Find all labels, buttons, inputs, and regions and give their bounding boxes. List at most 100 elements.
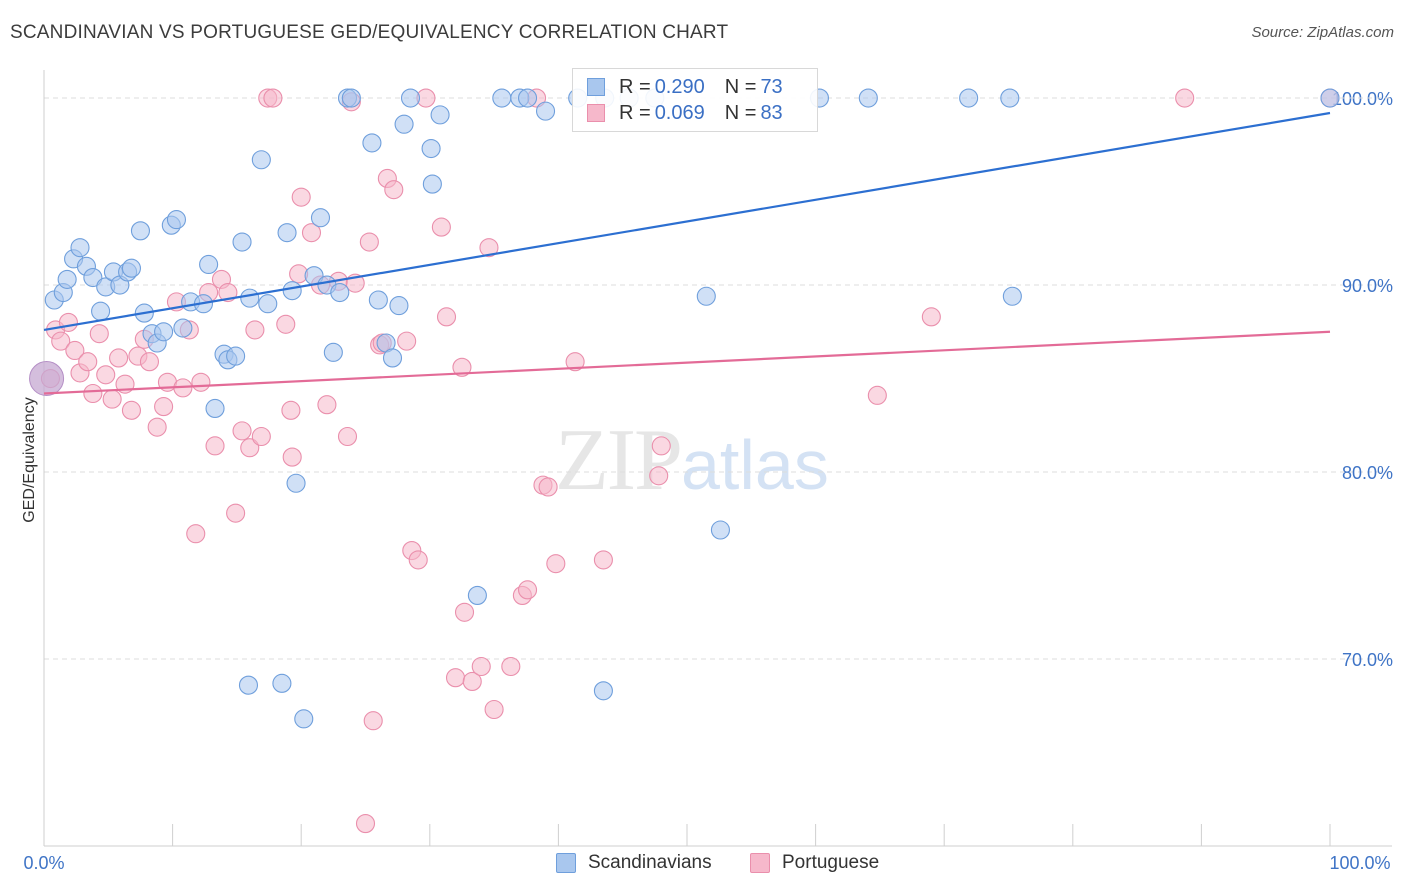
scandinavian-point: [240, 288, 260, 308]
scandinavian-point: [199, 254, 219, 275]
portuguese-point: [384, 180, 404, 200]
portuguese-point: [454, 602, 475, 622]
watermark-atlas: atlas: [681, 426, 829, 504]
scandinavian-point: [696, 286, 716, 306]
legend-row-scandinavians: R = 0.290 N = 73: [587, 75, 783, 99]
legend-item-portuguese: Portuguese: [750, 852, 879, 874]
legend-label-portuguese: Portuguese: [782, 852, 880, 873]
scandinavian-point: [238, 675, 259, 695]
cluster-point: [29, 361, 65, 397]
portuguese-point: [89, 324, 109, 344]
legend-n-label: N =: [724, 75, 757, 98]
portuguese-point: [147, 417, 167, 437]
portuguese-point: [538, 477, 558, 497]
scandinavian-point: [272, 673, 292, 693]
portuguese-point: [186, 524, 206, 544]
scandinavian-point: [368, 290, 388, 310]
y-tick-label: 80.0%: [1342, 463, 1393, 483]
scandinavian-point: [282, 281, 302, 301]
portuguese-point: [546, 554, 566, 574]
scandinavian-point: [277, 223, 297, 243]
y-axis-label: GED/Equivalency: [21, 397, 38, 522]
scandinavian-point: [1000, 88, 1020, 108]
portuguese-point: [291, 187, 311, 207]
portuguese-point: [867, 385, 887, 405]
portuguese-point: [363, 711, 383, 731]
watermark-zip: ZIP: [555, 412, 683, 509]
scandinavian-point: [400, 88, 421, 108]
portuguese-point: [479, 238, 499, 258]
portuguese-point: [517, 580, 538, 600]
scandinavian-point: [1002, 286, 1022, 306]
portuguese-point: [218, 282, 238, 303]
scandinavian-point: [232, 232, 252, 252]
scandinavian-point: [362, 133, 382, 153]
chart-title: SCANDINAVIAN VS PORTUGUESE GED/EQUIVALEN…: [10, 22, 729, 43]
legend-n-label: N =: [724, 101, 757, 124]
scandinavian-point: [121, 258, 141, 278]
portuguese-point: [102, 389, 122, 409]
portuguese-point: [78, 352, 98, 372]
y-tick-label: 70.0%: [1342, 650, 1393, 670]
correlation-legend: R = 0.290 N = 73 R = 0.069 N = 83: [572, 68, 818, 132]
portuguese-point: [397, 331, 417, 351]
scandinavian-point: [294, 709, 314, 729]
legend-r-value: 0.069: [654, 101, 705, 124]
portuguese-point: [96, 365, 116, 385]
portuguese-point: [565, 352, 585, 372]
x-tick-label: 0.0%: [23, 853, 64, 873]
scandinavian-point: [57, 269, 77, 289]
portuguese-trend-line: [43, 330, 1331, 395]
portuguese-point: [282, 447, 302, 467]
scandinavian-point: [130, 221, 150, 241]
portuguese-point: [484, 699, 504, 720]
scandinavian-point: [341, 88, 361, 108]
portuguese-point: [408, 550, 428, 570]
portuguese-point: [58, 312, 78, 332]
legend-r-value: 0.290: [654, 75, 705, 98]
x-tick-label: 100.0%: [1329, 853, 1390, 873]
portuguese-point: [263, 88, 283, 108]
portuguese-point: [51, 331, 71, 351]
scandinavian-point: [858, 88, 878, 108]
portuguese-point: [649, 466, 669, 486]
scandinavian-point: [226, 346, 246, 366]
legend-row-portuguese: R = 0.069 N = 83: [587, 101, 783, 125]
portuguese-point: [109, 348, 129, 368]
y-tick-label: 100.0%: [1332, 89, 1393, 109]
portuguese-point: [251, 426, 271, 447]
series-legend: Scandinavians Portuguese: [0, 852, 1406, 878]
portuguese-point: [337, 426, 358, 447]
portuguese-point: [436, 307, 457, 327]
scandinavian-point: [70, 238, 90, 258]
portuguese-point: [139, 352, 160, 372]
portuguese-point: [445, 668, 466, 688]
portuguese-point: [232, 421, 252, 441]
portuguese-point: [301, 223, 322, 243]
scandinavian-point: [421, 138, 441, 159]
portuguese-point: [191, 372, 211, 392]
portuguese-point: [1175, 88, 1195, 108]
portuguese-point: [431, 217, 451, 237]
legend-item-scandinavians: Scandinavians: [556, 852, 712, 874]
scandinavian-point: [535, 101, 556, 121]
scandinavian-point: [394, 114, 414, 134]
legend-label-scandinavians: Scandinavians: [588, 852, 712, 873]
y-tick-label: 90.0%: [1342, 276, 1393, 296]
scandinavian-point: [593, 681, 613, 701]
portuguese-point: [226, 503, 246, 523]
scandinavian-point: [959, 88, 979, 108]
portuguese-point: [245, 320, 265, 340]
scandinavian-point: [173, 318, 193, 338]
scandinavian-point: [83, 268, 103, 288]
source-label: Source: ZipAtlas.com: [1251, 24, 1394, 41]
scandinavian-point: [1320, 88, 1340, 108]
legend-swatch-pink: [750, 853, 770, 873]
portuguese-point: [921, 307, 941, 327]
portuguese-point: [501, 656, 521, 677]
portuguese-point: [359, 232, 379, 252]
legend-n-value: 73: [760, 75, 783, 98]
legend-n-value: 83: [760, 101, 783, 124]
legend-r-label: R =: [619, 101, 651, 124]
